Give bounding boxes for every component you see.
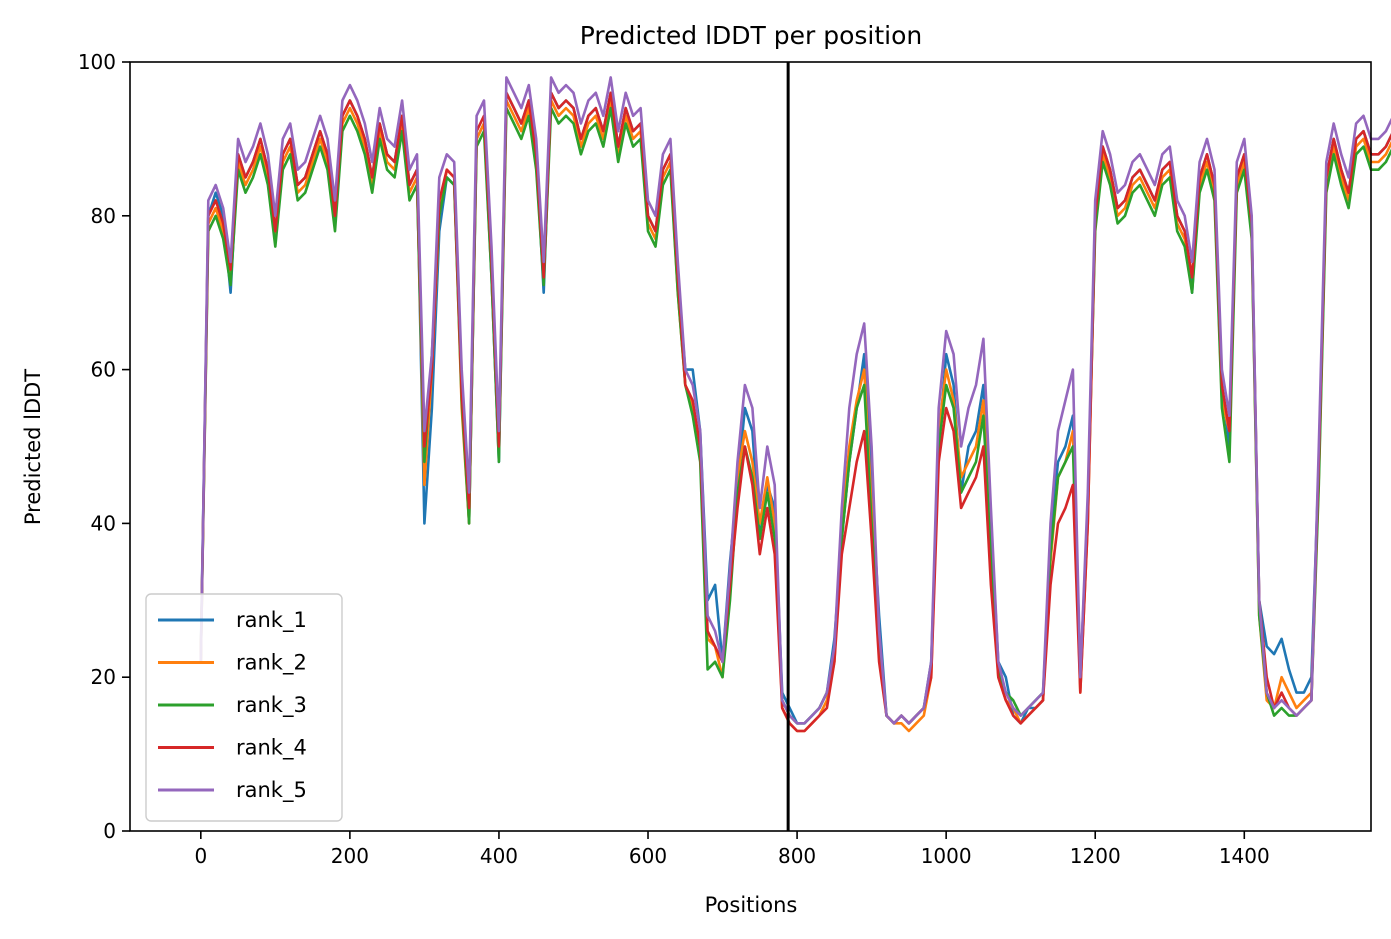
plot-frame [129, 61, 1372, 832]
legend-label-rank_1: rank_1 [236, 608, 307, 633]
legend-label-rank_3: rank_3 [236, 693, 307, 718]
x-tick-label: 1400 [1219, 844, 1270, 868]
x-axis: 0 200 400 600 800 1000 1200 1400 [194, 831, 1270, 868]
y-tick-label: 60 [91, 358, 116, 382]
x-tick-label: 800 [778, 844, 816, 868]
series-line-rank_4 [199, 91, 1391, 733]
x-axis-title: Positions [705, 893, 798, 917]
x-tick-label: 600 [629, 844, 667, 868]
x-tick-label: 0 [194, 844, 207, 868]
series-layer [199, 76, 1391, 733]
legend-label-rank_2: rank_2 [236, 651, 307, 676]
series-line-rank_5 [199, 76, 1391, 725]
series-line-rank_3 [199, 106, 1391, 725]
x-tick-label: 400 [480, 844, 518, 868]
legend-label-rank_4: rank_4 [236, 736, 307, 761]
chart-title: Predicted lDDT per position [580, 21, 922, 50]
y-tick-label: 80 [91, 204, 116, 228]
y-axis-title: Predicted lDDT [21, 369, 45, 525]
y-tick-label: 40 [91, 511, 116, 535]
legend-label-rank_5: rank_5 [236, 778, 307, 803]
legend: rank_1 rank_2 rank_3 rank_4 rank_5 [145, 593, 343, 822]
y-tick-label: 20 [91, 665, 116, 689]
x-tick-label: 1000 [921, 844, 972, 868]
y-axis: 0 20 40 60 80 100 [78, 50, 130, 843]
x-tick-label: 1200 [1070, 844, 1121, 868]
legend-box [145, 593, 343, 822]
y-tick-label: 0 [103, 819, 116, 843]
x-tick-label: 200 [331, 844, 369, 868]
y-tick-label: 100 [78, 50, 116, 74]
